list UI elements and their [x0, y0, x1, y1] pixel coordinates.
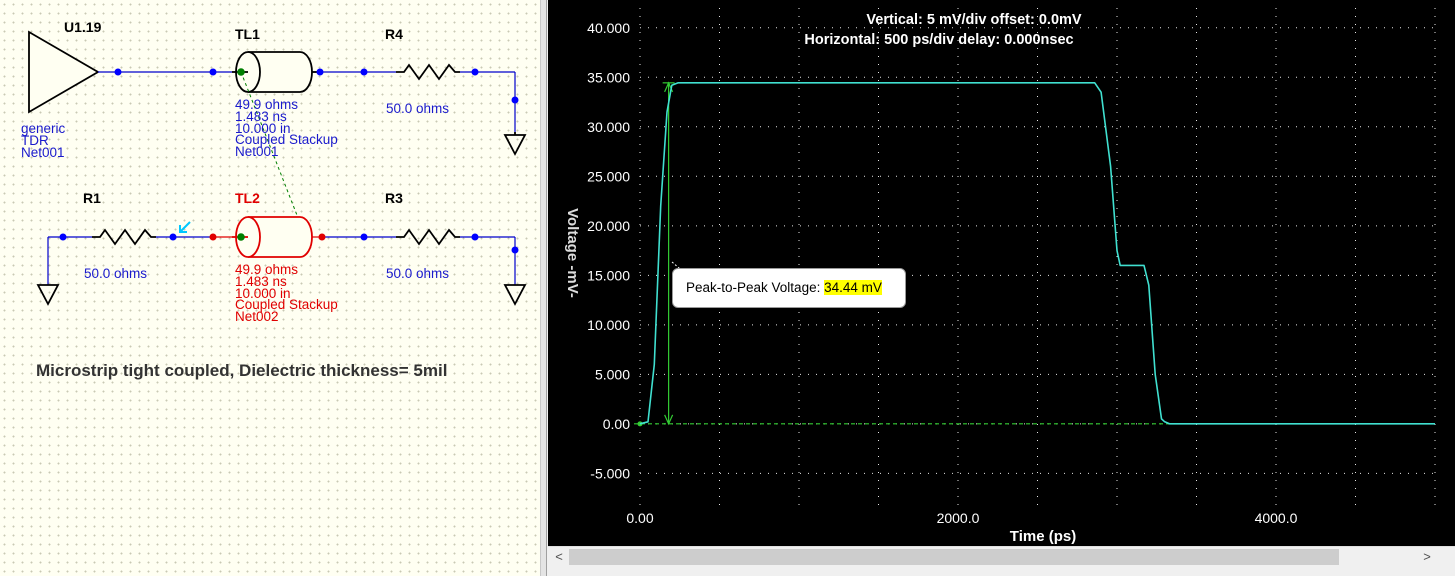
ground-symbol — [36, 284, 60, 306]
tl2-prop-stackup: Coupled Stackup — [235, 297, 338, 313]
y-tick-label: 20.000 — [587, 218, 630, 234]
y-axis-label: Voltage -mV- — [564, 208, 581, 298]
driver-ref-label: U1.19 — [64, 19, 102, 35]
tl1-prop-stackup: Coupled Stackup — [235, 132, 338, 148]
tl2-prop-net: Net002 — [235, 309, 279, 325]
r4-value-label: 50.0 ohms — [386, 101, 450, 116]
waveform-trace — [639, 82, 1435, 425]
x-tick-label: 4000.0 — [1255, 510, 1298, 526]
y-tick-label: 15.000 — [587, 267, 630, 283]
vertical-settings-label: Vertical: 5 mV/div offset: 0.0mV — [866, 12, 1081, 28]
scroll-thumb[interactable] — [569, 549, 1339, 565]
pane-splitter[interactable] — [540, 0, 547, 576]
coupling-link — [240, 71, 303, 229]
grid-layer — [639, 8, 1436, 506]
tl1-prop-impedance: 49.9 ohms — [235, 97, 299, 112]
tl2-prop-length: 10.000 in — [235, 285, 291, 301]
tl1-props: 49.9 ohms 1.483 ns 10.000 in Coupled Sta… — [235, 97, 338, 160]
r3-value-label: 50.0 ohms — [386, 266, 450, 281]
r3-ref-label: R3 — [385, 190, 403, 206]
r1-ref-label: R1 — [83, 190, 101, 206]
tl2-transmission-line[interactable] — [232, 216, 313, 258]
trace-layer — [639, 82, 1435, 425]
scroll-left-button[interactable]: < — [555, 549, 563, 564]
tl2-props: 49.9 ohms 1.483 ns 10.000 in Coupled Sta… — [235, 262, 338, 325]
cursor-arrow-bottom — [664, 414, 674, 426]
ground-symbol — [503, 284, 527, 306]
tl1-prop-net: Net001 — [235, 144, 279, 160]
tl1-transmission-line[interactable] — [232, 51, 320, 93]
tooltip-value: 34.44 mV — [824, 280, 882, 295]
y-tick-label: 30.000 — [587, 119, 630, 135]
net002-nodes — [59, 233, 519, 254]
schematic-caption: Microstrip tight coupled, Dielectric thi… — [36, 361, 448, 380]
schematic-pane[interactable]: U1.19 generic TDR Net001 TL1 49.9 ohms 1… — [0, 0, 540, 576]
driver-props: generic TDR Net001 — [21, 121, 66, 160]
y-tick-label: -5.000 — [590, 465, 630, 481]
scroll-right-button[interactable]: > — [1423, 549, 1431, 564]
y-tick-label: 0.00 — [603, 416, 630, 432]
x-tick-label: 2000.0 — [937, 510, 980, 526]
origin-marker — [637, 421, 643, 427]
tl1-ref-label: TL1 — [235, 26, 260, 42]
horizontal-settings-label: Horizontal: 500 ps/div delay: 0.000nsec — [804, 32, 1073, 48]
tl2-prop-delay: 1.483 ns — [235, 273, 287, 289]
tl1-prop-delay: 1.483 ns — [235, 108, 287, 124]
cursor-layer — [634, 81, 1435, 427]
y-tick-label: 25.000 — [587, 168, 630, 184]
r1-value-label: 50.0 ohms — [84, 266, 148, 281]
y-tick-label: 35.000 — [587, 69, 630, 85]
schematic-drawing — [28, 30, 527, 306]
x-axis-label: Time (ps) — [1010, 528, 1076, 545]
tl2-ref-label: TL2 — [235, 190, 260, 206]
scope-pane[interactable]: 40.000 35.000 30.000 25.000 20.000 15.000 10.0… — [548, 0, 1455, 546]
r4-ref-label: R4 — [385, 26, 403, 42]
r1-resistor-symbol[interactable] — [92, 228, 156, 246]
ground-symbol — [503, 132, 527, 156]
r3-resistor-symbol[interactable] — [396, 228, 460, 246]
driver-prop-model: generic — [21, 121, 66, 136]
tl2-pin — [237, 233, 245, 241]
tl2-prop-impedance: 49.9 ohms — [235, 262, 299, 277]
y-tick-label: 10.000 — [587, 317, 630, 333]
probe-arrow-icon[interactable] — [179, 221, 191, 233]
x-tick-label: 0.00 — [626, 510, 653, 526]
tick-label-layer: 40.000 35.000 30.000 25.000 20.000 15.000 10.0… — [587, 20, 1297, 526]
r4-resistor-symbol[interactable] — [396, 63, 460, 81]
net001-nodes — [114, 68, 519, 104]
y-tick-label: 40.000 — [587, 20, 630, 36]
peak-to-peak-tooltip: Peak-to-Peak Voltage: 34.44 mV — [672, 268, 906, 308]
y-tick-label: 5.000 — [595, 366, 630, 382]
driver-buffer-symbol[interactable] — [28, 30, 100, 114]
tl2-terminal-nodes — [209, 233, 326, 241]
driver-prop-net: Net001 — [21, 144, 65, 160]
tl1-prop-length: 10.000 in — [235, 120, 291, 136]
driver-prop-type: TDR — [21, 132, 49, 148]
horizontal-scrollbar[interactable]: < > — [548, 546, 1455, 576]
tooltip-label: Peak-to-Peak Voltage: — [686, 280, 821, 295]
waveform-chart: 40.000 35.000 30.000 25.000 20.000 15.000 10.0… — [564, 8, 1436, 545]
